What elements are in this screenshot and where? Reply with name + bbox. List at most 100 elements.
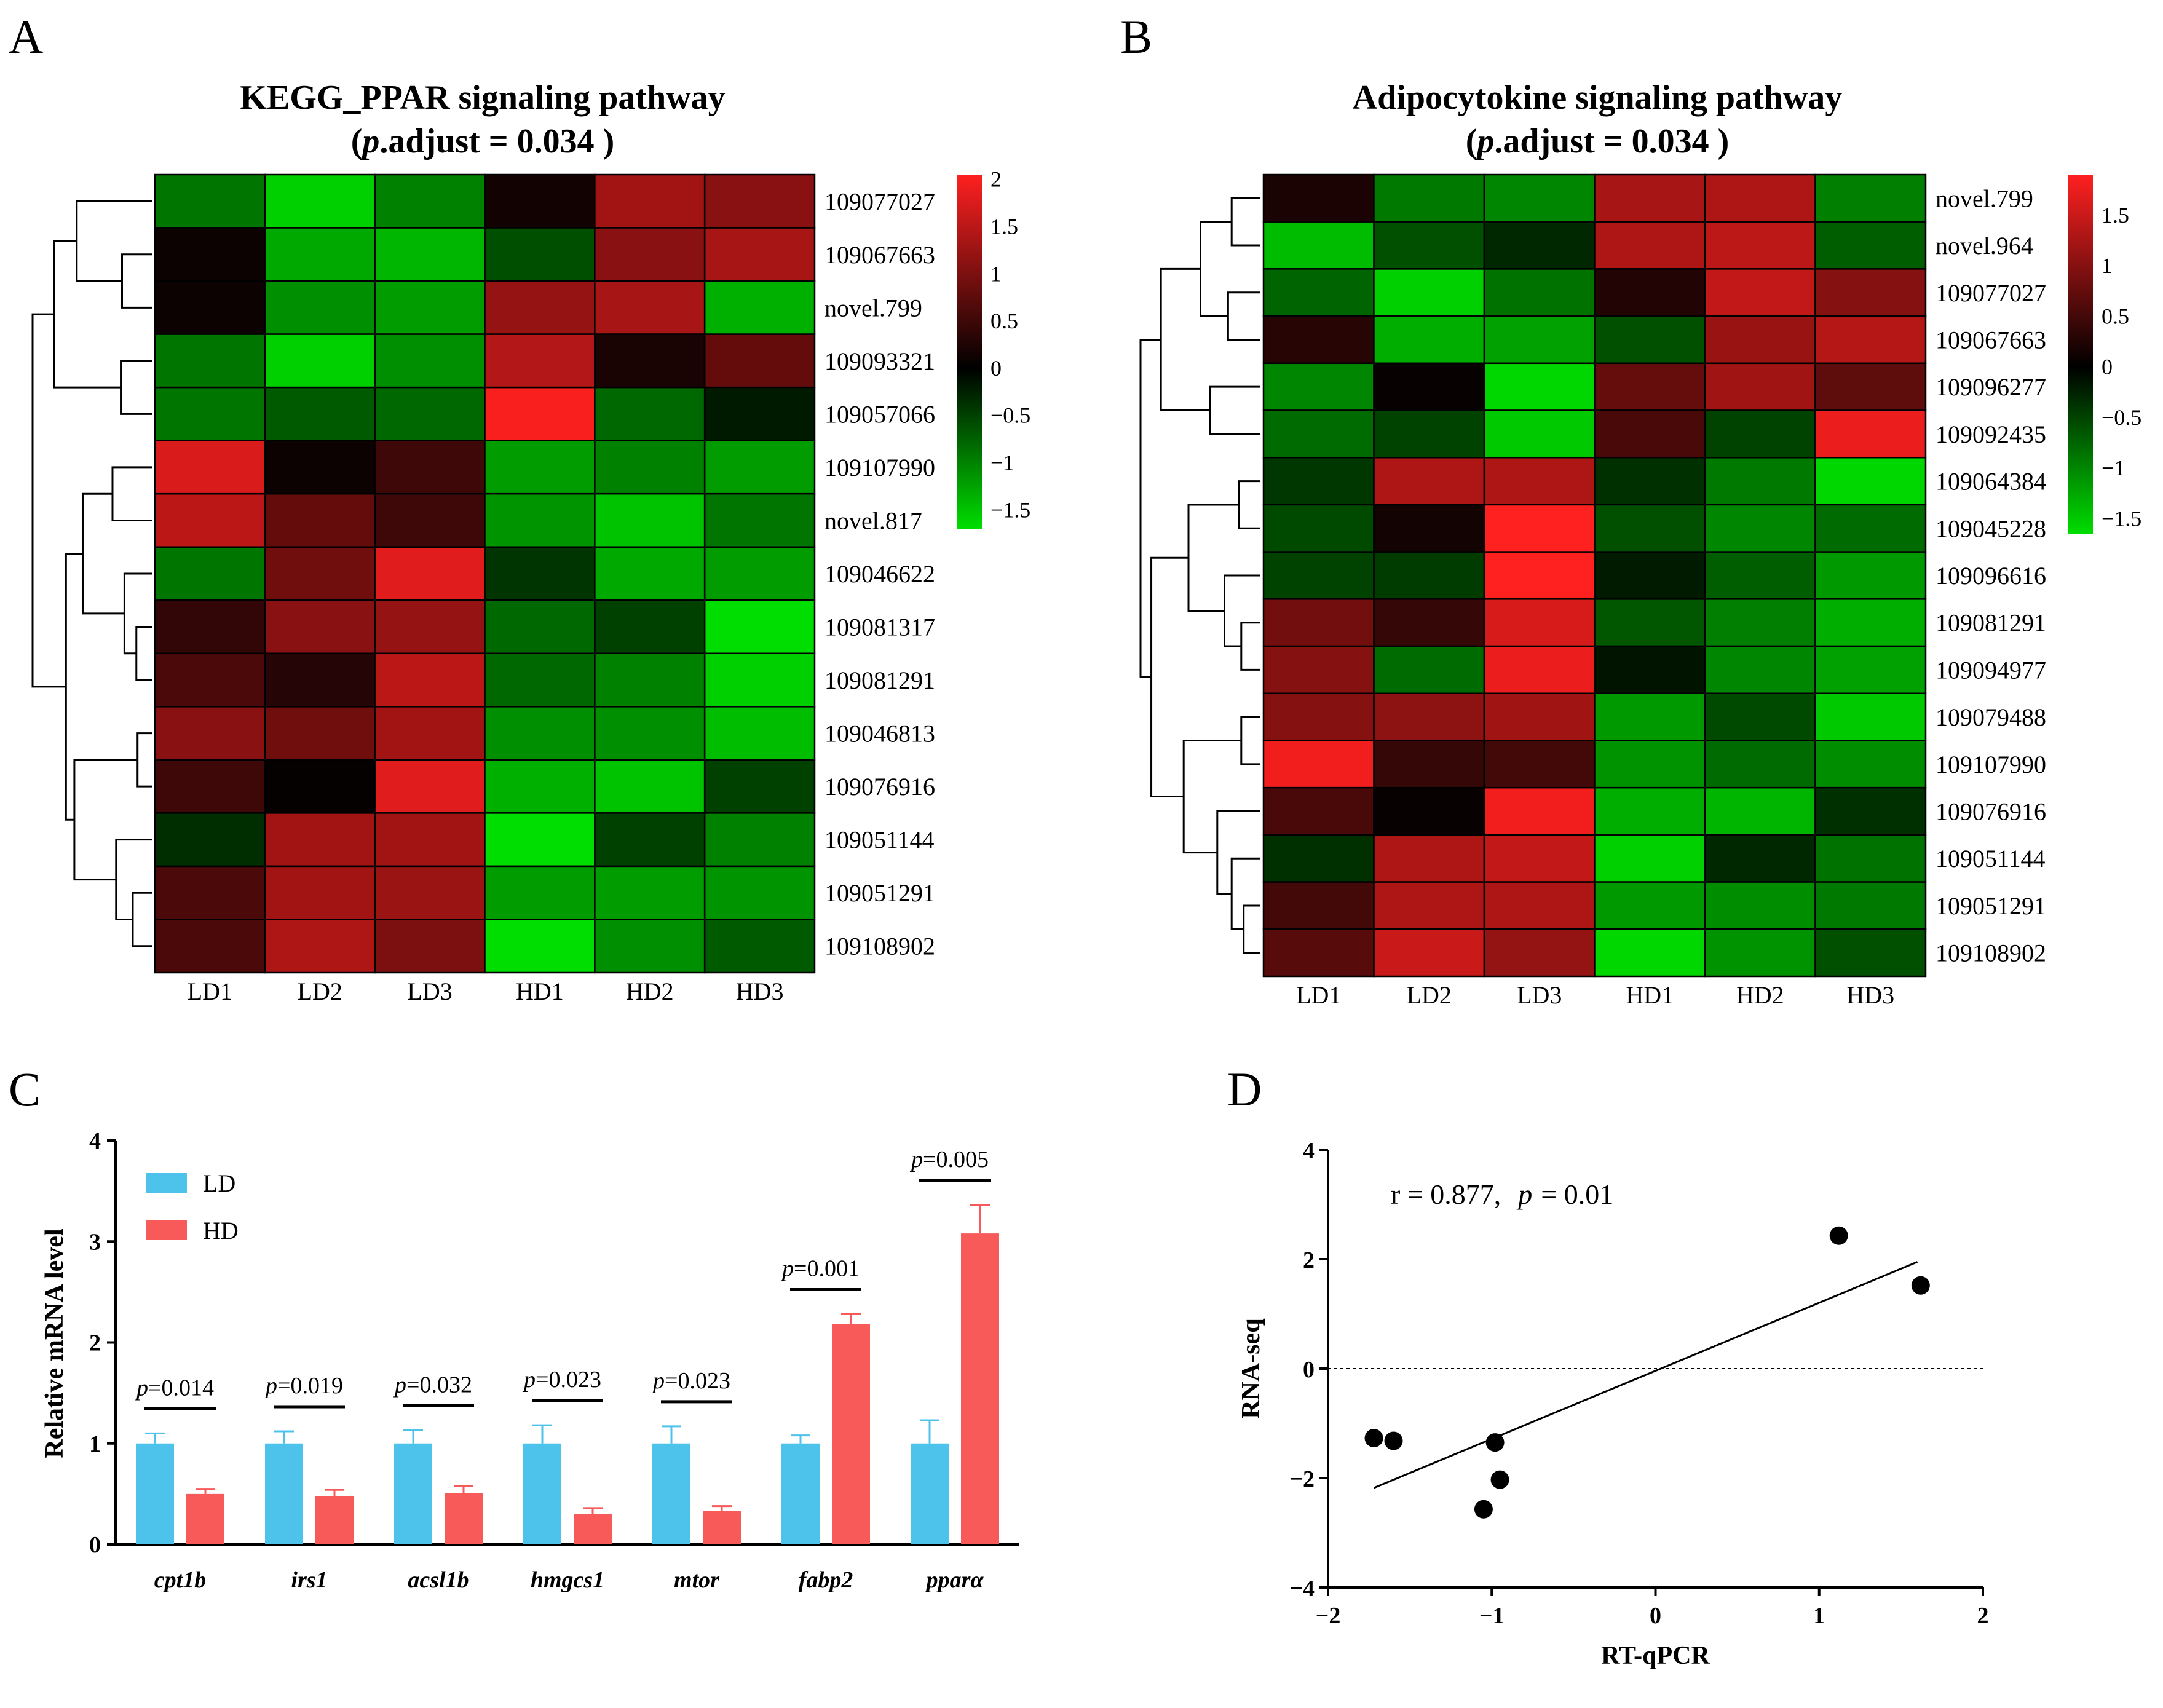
colorbar-tick-label: 0	[2102, 355, 2113, 379]
heatmap-a-title: KEGG_PPAR signaling pathway	[240, 79, 725, 117]
heatmap-cell	[484, 919, 596, 974]
heatmap-cell	[1594, 645, 1706, 695]
heatmap-cell	[1814, 598, 1927, 647]
dendrogram-branch	[135, 626, 152, 681]
heatmap-cell	[1594, 834, 1706, 883]
p-value: =0.023	[665, 1368, 730, 1394]
dendrogram-branch	[81, 492, 125, 615]
p-symbol: p	[135, 1375, 148, 1401]
heatmap-row-label: 109046622	[824, 560, 935, 588]
x-tick-label: −2	[1316, 1603, 1341, 1629]
dendrogram-branch	[1230, 197, 1260, 247]
scatter-point	[1364, 1429, 1383, 1448]
heatmap-cell	[374, 812, 486, 868]
heatmap-cell	[484, 812, 596, 868]
fit-line	[1373, 1261, 1918, 1489]
x-tick-label: 1	[1813, 1603, 1825, 1629]
bar-hd	[961, 1233, 999, 1544]
colorbar-tick-label: −0.5	[991, 403, 1030, 428]
heatmap-cell	[703, 652, 816, 708]
p-value-label: p=0.005	[909, 1147, 989, 1172]
heatmap-cell	[1373, 881, 1485, 930]
heatmap-column-label: LD1	[188, 978, 232, 1005]
heatmap-cell	[264, 227, 376, 282]
heatmap-cell	[594, 865, 706, 920]
dendrogram-branch	[1240, 716, 1260, 765]
p-value-label: p=0.019	[264, 1373, 343, 1399]
p-value: =0.005	[923, 1147, 989, 1172]
heatmap-cell	[1262, 740, 1375, 789]
heatmap-cell	[374, 386, 486, 441]
heatmap-cell	[1704, 645, 1816, 695]
p-symbol: p	[264, 1373, 277, 1399]
heatmap-cell	[594, 333, 706, 389]
heatmap-cell	[264, 492, 376, 548]
heatmap-cell	[264, 333, 376, 389]
dendrogram-branch	[1216, 810, 1260, 895]
heatmap-cell	[1594, 362, 1706, 411]
panel-letter-c: C	[9, 1062, 41, 1116]
heatmap-cell	[1594, 692, 1706, 741]
heatmap-column-label: HD1	[1626, 981, 1674, 1009]
heatmap-cell	[1373, 598, 1485, 647]
x-axis-label: RT-qPCR	[1601, 1642, 1710, 1670]
heatmap-cell	[264, 440, 376, 495]
heatmap-cell	[484, 652, 596, 708]
heatmap-cell	[1483, 928, 1596, 978]
heatmap-cell	[1704, 409, 1816, 459]
x-category-label: fabp2	[799, 1567, 853, 1593]
colorbar	[2068, 175, 2093, 534]
dendrogram-branch	[76, 200, 152, 282]
heatmap-cell	[264, 173, 376, 229]
bar-hd	[315, 1496, 354, 1544]
heatmap-cell	[1373, 221, 1485, 270]
heatmap-cell	[1262, 362, 1375, 411]
dendrogram-branch	[1209, 385, 1260, 435]
bar-hd	[703, 1511, 741, 1544]
heatmap-cell	[374, 599, 486, 655]
heatmap-cell	[1373, 551, 1485, 600]
heatmap-row-label: 109081291	[1936, 609, 2046, 637]
heatmap-column-label: HD1	[516, 978, 564, 1005]
heatmap-cell	[1814, 645, 1927, 695]
heatmap-cell	[703, 333, 816, 389]
heatmap-cell	[374, 865, 486, 920]
colorbar-tick-label: −1	[2102, 456, 2125, 480]
x-tick-label: −1	[1479, 1603, 1505, 1629]
heatmap-cell	[484, 333, 596, 389]
heatmap-cell	[1262, 692, 1375, 741]
heatmap-cell	[154, 759, 266, 814]
heatmap-row-label: 109093321	[824, 347, 935, 375]
heatmap-cell	[1262, 409, 1375, 459]
heatmap-cell	[1373, 456, 1485, 506]
heatmap-cell	[1262, 268, 1375, 317]
heatmap-cell	[1373, 362, 1485, 411]
bar-ld	[523, 1443, 561, 1544]
heatmap-cell	[703, 812, 816, 868]
heatmap-cell	[1373, 834, 1485, 883]
colorbar-tick-label: −1	[991, 450, 1014, 475]
heatmap-cell	[1814, 504, 1927, 553]
heatmap-row-label: 109092435	[1936, 421, 2046, 448]
heatmap-cell	[374, 706, 486, 761]
heatmap-cell	[1814, 268, 1927, 317]
heatmap-cell	[484, 492, 596, 548]
legend-swatch-hd	[146, 1220, 187, 1240]
y-tick-label: 3	[89, 1229, 101, 1255]
heatmap-cell	[594, 812, 706, 868]
scatter-point	[1829, 1226, 1848, 1245]
heatmap-cell	[1704, 456, 1816, 506]
heatmap-cell	[1594, 173, 1706, 223]
bar-ld	[911, 1443, 949, 1544]
heatmap-a: 109077027 109067663 novel.799 109093321 1090…	[154, 167, 1030, 1005]
scatter-point	[1485, 1433, 1505, 1452]
heatmap-cell	[154, 280, 266, 335]
bar-ld	[781, 1443, 820, 1544]
p-symbol: p	[651, 1368, 665, 1394]
heatmap-cell	[1373, 409, 1485, 459]
heatmap-cell	[703, 440, 816, 495]
heatmap-row-label: novel.964	[1936, 232, 2033, 259]
heatmap-cell	[594, 492, 706, 548]
heatmap-cell	[264, 546, 376, 601]
scatter-point	[1911, 1276, 1930, 1295]
